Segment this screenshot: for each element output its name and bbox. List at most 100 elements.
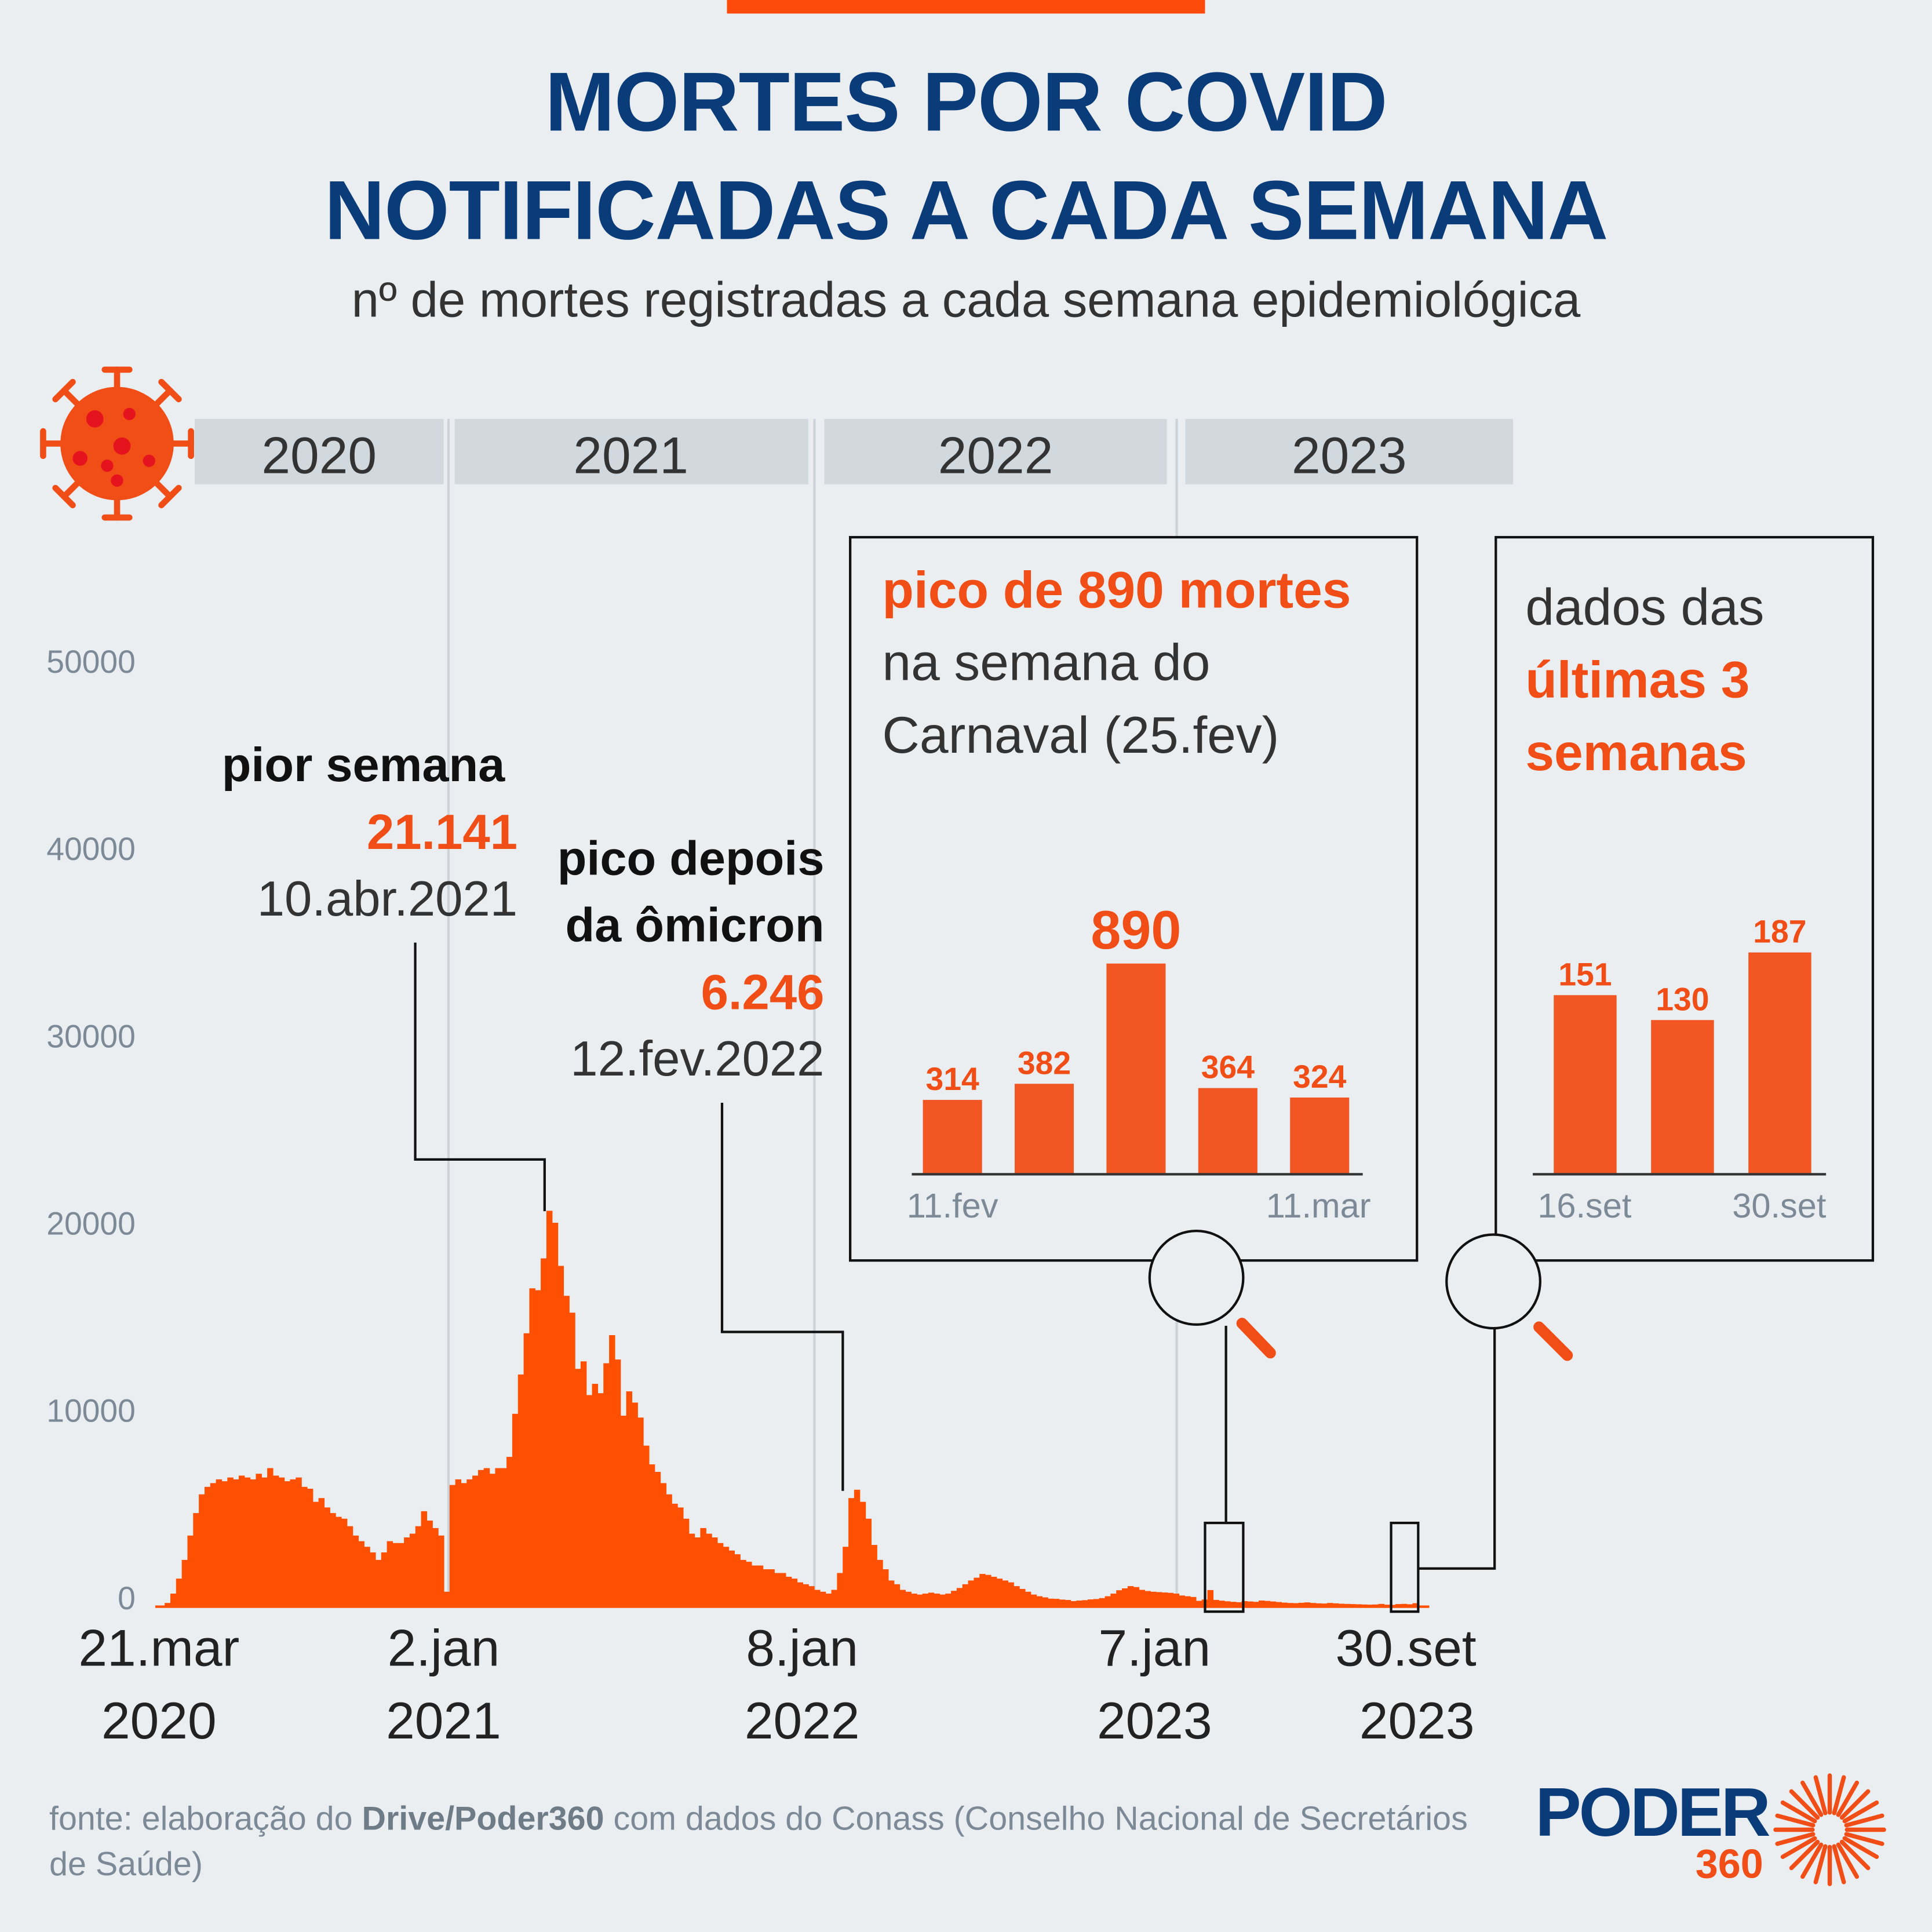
sun-ray <box>1836 1842 1860 1879</box>
chart-bar <box>643 1445 650 1607</box>
sun-ray <box>1813 1844 1828 1884</box>
chart-bar <box>1070 1601 1077 1607</box>
chart-bar <box>723 1547 730 1607</box>
sun-ray <box>1836 1780 1860 1817</box>
chart-bar <box>563 1296 570 1607</box>
chart-bar <box>1076 1600 1082 1607</box>
chart-bar <box>1161 1592 1168 1607</box>
title-line-1: MORTES POR COVID <box>545 55 1387 150</box>
chart-bar <box>301 1486 308 1607</box>
chart-bar <box>1401 1603 1408 1607</box>
chart-bar <box>181 1559 188 1607</box>
chart-bar <box>660 1483 667 1607</box>
x-tick-year: 2021 <box>386 1692 501 1749</box>
sun-ray <box>1832 1775 1846 1816</box>
chart-bar <box>1110 1594 1117 1607</box>
chart-bar <box>700 1528 706 1607</box>
year-band-2023 <box>1185 418 1514 484</box>
sun-ray <box>1780 1800 1817 1824</box>
chart-bar <box>1184 1596 1191 1607</box>
chart-bar <box>928 1592 935 1607</box>
chart-bar <box>1281 1602 1288 1607</box>
chart-bar <box>477 1470 484 1607</box>
worst-week-value: 21.141 <box>366 805 518 861</box>
inset-bar <box>1106 963 1166 1175</box>
chart-bar <box>974 1577 980 1607</box>
chart-bar <box>905 1591 912 1607</box>
chart-bar <box>791 1579 798 1607</box>
omicron-leader <box>720 1103 844 1491</box>
y-tick-label: 30000 <box>46 1018 136 1054</box>
chart-bar <box>1241 1601 1248 1607</box>
y-tick-label: 0 <box>118 1580 136 1616</box>
chart-bar <box>814 1590 821 1607</box>
chart-bar <box>785 1576 792 1607</box>
chart-bar <box>398 1543 404 1607</box>
chart-bar <box>768 1569 775 1607</box>
chart-bar <box>666 1494 672 1607</box>
chart-bar <box>483 1468 490 1607</box>
chart-bar <box>586 1395 593 1607</box>
chart-bar <box>1116 1590 1122 1607</box>
x-axis: 21.mar 2020 2.jan 2021 8.jan 2022 7.jan … <box>78 1619 1477 1749</box>
chart-bar <box>597 1393 604 1607</box>
chart-bar <box>1025 1591 1031 1607</box>
sun-ray <box>1775 1832 1816 1846</box>
year-label: 2020 <box>261 426 377 484</box>
chart-bar <box>877 1559 883 1607</box>
year-band-2022 <box>824 418 1167 484</box>
chart-bar <box>1036 1596 1043 1607</box>
inset-bar <box>923 1100 982 1175</box>
chart-bar <box>1144 1591 1151 1607</box>
chart-bar <box>290 1479 296 1607</box>
chart-bar <box>996 1579 1003 1607</box>
chart-bar <box>672 1503 678 1607</box>
chart-bar <box>1207 1590 1214 1607</box>
chart-bar <box>1167 1592 1174 1607</box>
chart-bar <box>347 1526 353 1607</box>
inset-bar-label: 130 <box>1656 981 1709 1017</box>
chart-bar <box>256 1474 262 1607</box>
chart-bar <box>1253 1602 1259 1607</box>
chart-bar <box>1048 1598 1054 1607</box>
sun-ray <box>1800 1780 1824 1817</box>
chart-bar <box>859 1501 866 1607</box>
chart-bar <box>489 1474 496 1607</box>
inset-bar <box>1290 1097 1350 1175</box>
chart-bar <box>968 1580 975 1607</box>
top-accent-bar <box>727 0 1205 14</box>
chart-bar <box>352 1535 359 1607</box>
inset-bar <box>1198 1088 1257 1175</box>
x-tick-day: 8.jan <box>746 1619 858 1677</box>
sun-ray <box>1789 1839 1820 1871</box>
sun-ray <box>1844 1813 1884 1828</box>
chart-bar <box>552 1223 559 1607</box>
omicron-date: 12.fev.2022 <box>570 1032 825 1087</box>
chart-bar <box>341 1518 348 1607</box>
chart-bar <box>1235 1602 1242 1607</box>
year-label: 2023 <box>1292 426 1407 484</box>
inset-bar-label: 364 <box>1201 1049 1255 1085</box>
chart-bar <box>244 1477 251 1607</box>
inset-bar-label: 187 <box>1753 914 1806 950</box>
chart-bar <box>387 1541 393 1607</box>
chart-bar <box>1122 1588 1128 1607</box>
sun-ray <box>1842 1800 1879 1824</box>
chart-bar <box>455 1479 462 1607</box>
carnaval-highlight-box <box>1204 1521 1245 1613</box>
chart-bar <box>1287 1603 1293 1607</box>
chart-bar <box>888 1580 895 1607</box>
chart-bar <box>1275 1602 1282 1607</box>
chart-bar <box>1099 1598 1106 1607</box>
sun-ray <box>1775 1813 1816 1828</box>
recent-inset-x-end: 30.set <box>1732 1186 1827 1225</box>
chart-bar <box>546 1211 553 1607</box>
logo-number: 360 <box>1695 1840 1763 1887</box>
chart-bar <box>1150 1591 1157 1607</box>
chart-bar <box>1008 1582 1014 1607</box>
y-tick-label: 20000 <box>46 1206 136 1242</box>
chart-bar <box>956 1588 963 1607</box>
chart-bar <box>848 1498 855 1607</box>
inset-bar-label: 382 <box>1018 1045 1071 1081</box>
chart-bar <box>717 1543 724 1607</box>
